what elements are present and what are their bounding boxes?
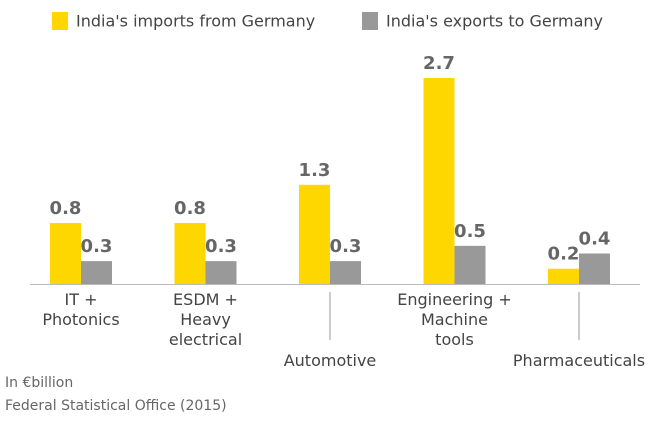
- bar: [205, 261, 237, 284]
- bar: [454, 245, 486, 284]
- x-tick-label: Automotive: [284, 351, 377, 370]
- value-label: 0.3: [81, 236, 113, 257]
- value-label: 0.4: [579, 228, 611, 249]
- legend-label: India's imports from Germany: [76, 12, 315, 31]
- x-tick-label: Engineering + Machine tools: [397, 290, 512, 349]
- bar: [81, 261, 112, 284]
- value-label: 0.8: [50, 198, 82, 219]
- bar: [423, 78, 455, 284]
- value-label: 1.3: [299, 160, 331, 181]
- bar: [579, 253, 610, 284]
- legend-swatch: [362, 12, 378, 30]
- value-label: 0.3: [330, 236, 362, 257]
- bar: [174, 222, 206, 284]
- x-tick-label: ESDM + Heavy electrical: [169, 290, 242, 349]
- note: In €billion: [5, 375, 73, 391]
- x-tick-label: Pharmaceuticals: [513, 351, 645, 370]
- legend-swatch: [52, 12, 68, 30]
- value-label: 0.5: [454, 221, 486, 242]
- bar: [548, 268, 579, 284]
- value-label: 0.3: [205, 236, 237, 257]
- legend-label: India's exports to Germany: [386, 12, 603, 31]
- note: Federal Statistical Office (2015): [5, 398, 227, 414]
- value-label: 2.7: [423, 53, 455, 74]
- bar: [330, 261, 361, 284]
- x-tick-label: IT + Photonics: [42, 290, 119, 329]
- value-label: 0.8: [174, 198, 206, 219]
- bar: [50, 222, 81, 284]
- bar: [299, 184, 330, 284]
- value-label: 0.2: [548, 244, 580, 265]
